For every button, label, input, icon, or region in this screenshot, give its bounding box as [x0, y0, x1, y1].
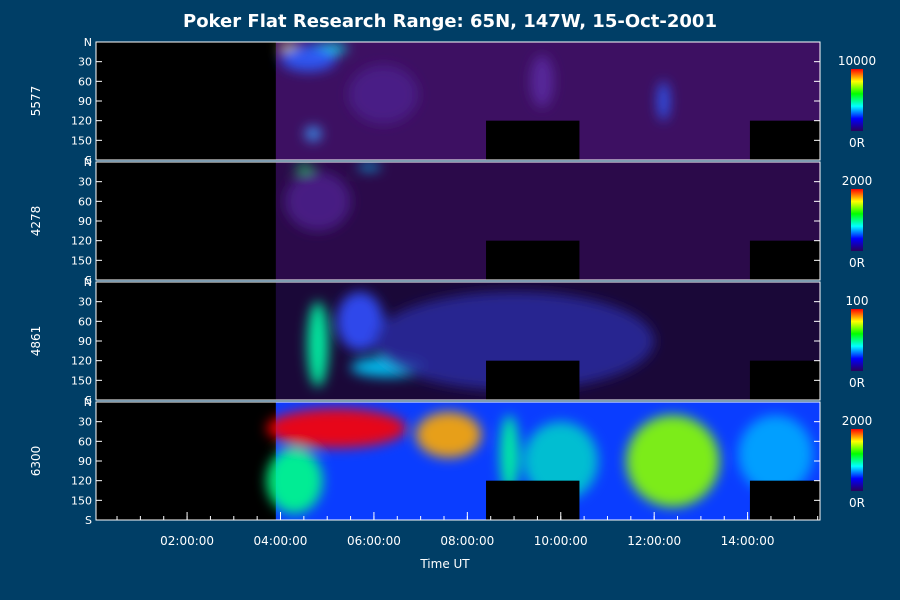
- emission-feature: [294, 165, 314, 172]
- colorbar-min-label: 0R: [849, 256, 865, 270]
- y-tick-label: 60: [78, 195, 92, 208]
- y-tick-label: 90: [78, 335, 92, 348]
- colorbar-max-label: 10000: [838, 54, 876, 68]
- data-gap: [486, 360, 580, 400]
- y-tick-label: 30: [78, 176, 92, 189]
- emission-feature: [348, 64, 419, 124]
- emission-feature: [738, 415, 813, 494]
- panel-wavelength-label: 4861: [29, 326, 43, 357]
- y-tick-label: S: [85, 394, 92, 407]
- data-gap: [486, 120, 580, 160]
- colorbar-min-label: 0R: [849, 376, 865, 390]
- x-tick-label: 04:00:00: [254, 534, 308, 548]
- emission-feature: [626, 415, 720, 507]
- emission-feature: [307, 301, 329, 387]
- emission-feature: [373, 291, 655, 391]
- colorbar-min-label: 0R: [849, 136, 865, 150]
- colorbar: [851, 189, 863, 251]
- emission-feature: [285, 171, 351, 231]
- y-tick-label: S: [85, 154, 92, 167]
- panel-wavelength-label: 6300: [29, 446, 43, 477]
- emission-feature: [500, 415, 519, 494]
- y-tick-label: N: [84, 276, 92, 289]
- y-tick-label: 120: [71, 115, 92, 128]
- x-tick-label: 12:00:00: [627, 534, 681, 548]
- data-gap: [486, 240, 580, 280]
- y-tick-label: 30: [78, 416, 92, 429]
- y-tick-label: 120: [71, 475, 92, 488]
- x-tick-label: 08:00:00: [440, 534, 494, 548]
- y-tick-label: N: [84, 36, 92, 49]
- y-tick-label: S: [85, 514, 92, 527]
- panel-wavelength-label: 4278: [29, 206, 43, 237]
- x-tick-label: 14:00:00: [721, 534, 775, 548]
- y-tick-label: 30: [78, 56, 92, 69]
- y-tick-label: 60: [78, 315, 92, 328]
- emission-feature: [336, 291, 384, 351]
- panel-4861: N 30 60 90 120 150 S 4861 100 0R: [29, 276, 868, 407]
- colorbar-max-label: 2000: [842, 414, 873, 428]
- panel-wavelength-label: 5577: [29, 86, 43, 117]
- emission-feature: [305, 126, 322, 141]
- panel-5577: N 30 60 90 120 150 S 5577 10000 0R: [29, 36, 876, 167]
- colorbar-max-label: 100: [846, 294, 869, 308]
- colorbar: [851, 429, 863, 491]
- data-gap: [749, 240, 820, 280]
- panels-layer: N 30 60 90 120 150 S 5577 10000 0R N 30 60 90 120 150 S 4…: [29, 36, 876, 527]
- emission-feature: [357, 164, 381, 171]
- y-tick-label: 90: [78, 95, 92, 108]
- y-tick-label: N: [84, 396, 92, 409]
- x-tick-label: 10:00:00: [534, 534, 588, 548]
- y-tick-label: 120: [71, 235, 92, 248]
- y-tick-label: 120: [71, 355, 92, 368]
- emission-feature: [266, 447, 323, 514]
- colorbar: [851, 69, 863, 131]
- y-tick-label: 150: [71, 374, 92, 387]
- data-gap: [486, 480, 580, 520]
- y-tick-label: 90: [78, 215, 92, 228]
- colorbar: [851, 309, 863, 371]
- emission-feature: [657, 81, 670, 121]
- y-tick-label: 150: [71, 134, 92, 147]
- colorbar-max-label: 2000: [842, 174, 873, 188]
- x-axis: 02:00:00 04:00:00 06:00:00 08:00:00 10:00:00…: [116, 512, 819, 548]
- emission-feature: [415, 411, 482, 458]
- panel-6300: N 30 60 90 120 150 S 6300 2000 0R: [29, 396, 872, 527]
- y-tick-label: S: [85, 274, 92, 287]
- x-tick-label: 02:00:00: [160, 534, 214, 548]
- emission-feature: [280, 45, 337, 72]
- x-axis-label: Time UT: [419, 557, 470, 571]
- emission-feature: [266, 408, 407, 448]
- data-gap: [749, 480, 820, 520]
- y-tick-label: N: [84, 156, 92, 169]
- panel-4278: N 30 60 90 120 150 S 4278 2000 0R: [29, 156, 872, 287]
- y-tick-label: 60: [78, 75, 92, 88]
- chart-title: Poker Flat Research Range: 65N, 147W, 15…: [183, 11, 717, 32]
- data-gap: [749, 360, 820, 400]
- colorbar-min-label: 0R: [849, 496, 865, 510]
- y-tick-label: 150: [71, 254, 92, 267]
- x-tick-label: 06:00:00: [347, 534, 401, 548]
- y-tick-label: 30: [78, 296, 92, 309]
- y-tick-label: 60: [78, 435, 92, 448]
- data-gap: [749, 120, 820, 160]
- y-tick-label: 90: [78, 455, 92, 468]
- emission-feature: [530, 55, 554, 108]
- y-tick-label: 150: [71, 494, 92, 507]
